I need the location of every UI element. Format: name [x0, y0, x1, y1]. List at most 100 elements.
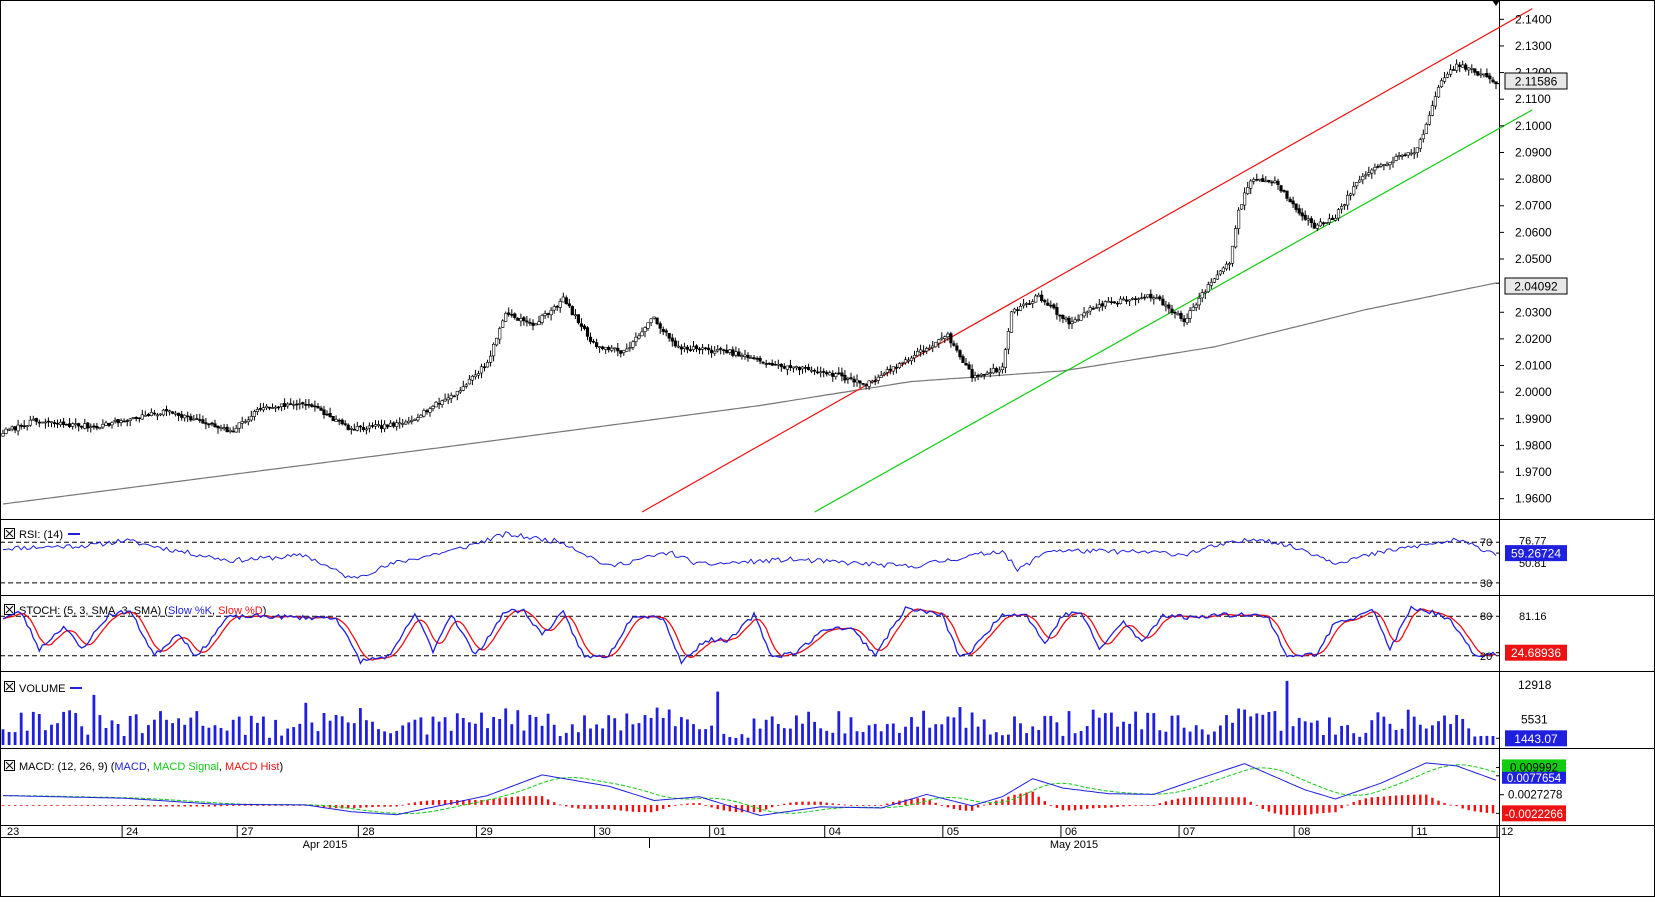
volume-bar: [746, 737, 750, 745]
day-tick-label: 04: [829, 826, 841, 838]
candle-body: [834, 373, 838, 378]
svg-text:STOCH: (5, 3, SMA, 3, SMA) (Sl: STOCH: (5, 3, SMA, 3, SMA) (Slow %K, Slo…: [19, 605, 266, 617]
candle-body: [1118, 298, 1123, 304]
macd-hist-bar: [1328, 805, 1331, 813]
price-panel[interactable]: 2.14002.13002.12002.11002.10002.09002.08…: [1, 0, 1568, 513]
macd-hist-bar: [389, 805, 392, 807]
candle-body: [888, 368, 892, 371]
volume-bar: [1134, 711, 1137, 745]
volume-bar: [1225, 715, 1228, 745]
macd-hist-bar: [50, 805, 53, 806]
candle-body: [1340, 206, 1344, 210]
candle-body: [413, 418, 417, 421]
candle-body: [1052, 304, 1056, 309]
candle-body: [573, 314, 577, 317]
volume-bar: [776, 724, 780, 745]
volume-bar: [825, 730, 829, 745]
candle-body: [71, 423, 75, 427]
macd-hist-bar: [1086, 805, 1089, 809]
macd-hist-bar: [1455, 805, 1458, 807]
volume-bar: [758, 728, 762, 745]
candle-body: [58, 421, 63, 426]
volume-bar: [752, 718, 756, 745]
macd-hist-bar: [26, 805, 29, 806]
candle-body: [549, 310, 553, 315]
candlesticks: [1, 59, 1498, 437]
candle-body: [1285, 190, 1289, 199]
candle-body: [225, 426, 229, 433]
candle-body: [146, 413, 151, 417]
volume-panel[interactable]: VOLUME 12918 5531 1443.07: [1, 678, 1567, 747]
scroll-marker-icon[interactable]: [1492, 0, 1500, 6]
macd-hist-bar: [1170, 799, 1174, 805]
volume-bar: [952, 717, 956, 745]
candle-body: [431, 406, 435, 409]
candle-body: [204, 422, 208, 425]
candle-body: [882, 372, 886, 375]
price-tick-label: 2.0800: [1515, 172, 1552, 186]
candle-body: [7, 429, 11, 431]
candle-body: [767, 362, 771, 365]
macd-hist-bar: [777, 805, 780, 806]
candle-body: [19, 424, 23, 427]
macd-hist-bar: [989, 802, 992, 805]
candle-body: [1237, 209, 1241, 229]
macd-hist-bar: [528, 796, 532, 805]
volume-bar: [982, 719, 986, 745]
macd-hist-bar: [1134, 805, 1137, 806]
candle-body: [385, 424, 390, 428]
macd-hist-bar: [1485, 805, 1489, 813]
macd-hist-bar: [135, 805, 138, 806]
candle-body: [1406, 152, 1410, 156]
candle-body: [664, 330, 668, 333]
macd-hist-bar: [970, 805, 974, 811]
macd-hist-bar: [1013, 794, 1016, 805]
macd-hist-bar: [553, 802, 556, 805]
macd-hist-bar: [213, 805, 217, 807]
candle-body: [1379, 164, 1383, 167]
volume-bar: [1231, 722, 1234, 745]
candle-body: [416, 417, 420, 421]
macd-hist-bar: [546, 799, 550, 805]
volume-bar: [7, 732, 11, 745]
volume-bar: [98, 715, 102, 745]
macd-hist-bar: [232, 805, 235, 806]
volume-bar: [395, 730, 399, 745]
candle-body: [298, 403, 302, 405]
volume-bar: [795, 715, 798, 745]
macd-panel[interactable]: MACD: (12, 26, 9) (MACD, MACD Signal, MA…: [1, 759, 1566, 822]
candle-body: [1349, 193, 1353, 196]
candle-body: [331, 415, 335, 422]
volume-bar: [1479, 736, 1483, 745]
volume-bar: [1328, 717, 1331, 745]
candle-body: [746, 354, 750, 359]
candle-body: [222, 427, 226, 430]
day-tick-label: 12: [1501, 826, 1513, 838]
candle-body: [1324, 222, 1328, 224]
volume-bar: [782, 728, 786, 745]
volume-bar: [680, 717, 683, 745]
candle-body: [52, 422, 57, 425]
candle-body: [313, 405, 317, 408]
candle-body: [755, 358, 759, 360]
volume-bar: [1291, 726, 1295, 745]
candle-body: [213, 423, 217, 428]
macd-hist-bar: [159, 805, 162, 807]
candle-body: [1212, 278, 1216, 283]
volume-legend: VOLUME: [4, 681, 82, 695]
volume-bar: [1, 729, 5, 745]
candle-body: [1100, 303, 1104, 307]
macd-hist-bar: [1231, 797, 1234, 805]
volume-bar: [910, 717, 913, 745]
volume-bar: [1285, 680, 1289, 745]
stoch-panel[interactable]: STOCH: (5, 3, SMA, 3, SMA) (Slow %K, Slo…: [0, 604, 1567, 665]
macd-hist-bar: [316, 805, 320, 807]
candle-body: [1382, 164, 1386, 166]
candle-body: [1373, 167, 1377, 171]
candle-body: [382, 423, 387, 430]
price-tick-label: 1.9700: [1515, 465, 1552, 479]
volume-bar: [1449, 724, 1452, 745]
